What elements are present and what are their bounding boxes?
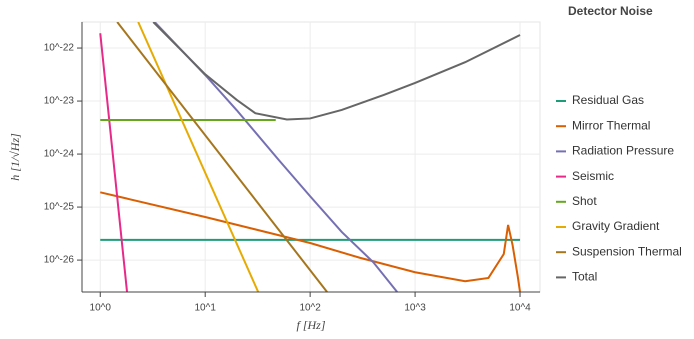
plot-frame bbox=[81, 21, 541, 293]
legend-title: Detector Noise bbox=[568, 4, 653, 18]
legend-label: Suspension Thermal bbox=[572, 244, 682, 258]
y-tick-label: 10^-23 bbox=[44, 96, 75, 107]
x-axis-label: f [Hz] bbox=[296, 318, 325, 332]
lines bbox=[99, 22, 522, 292]
x-tick-label: 10^2 bbox=[299, 303, 321, 314]
grid bbox=[82, 22, 540, 292]
legend-label: Shot bbox=[572, 194, 597, 208]
series-line bbox=[137, 22, 260, 292]
series-line bbox=[153, 22, 398, 292]
y-tick-label: 10^-22 bbox=[44, 43, 75, 54]
legend: Residual Gas Mirror Thermal Radiation Pres… bbox=[556, 93, 682, 284]
legend-label: Total bbox=[572, 270, 597, 284]
x-tick-label: 10^0 bbox=[90, 303, 112, 314]
x-tick-label: 10^3 bbox=[404, 303, 426, 314]
series-line bbox=[116, 22, 328, 292]
series-line bbox=[99, 33, 129, 292]
x-tick-label: 10^4 bbox=[509, 303, 531, 314]
x-tick-label: 10^1 bbox=[195, 303, 217, 314]
legend-label: Radiation Pressure bbox=[572, 144, 674, 158]
y-axis-label: h [1/√Hz] bbox=[8, 133, 22, 181]
legend-label: Seismic bbox=[572, 169, 614, 183]
legend-label: Residual Gas bbox=[572, 93, 644, 107]
legend-label: Gravity Gradient bbox=[572, 219, 660, 233]
series-line bbox=[100, 191, 522, 292]
y-tick-label: 10^-26 bbox=[44, 255, 75, 266]
series-line bbox=[152, 22, 521, 121]
legend-label: Mirror Thermal bbox=[572, 118, 650, 132]
y-tick-label: 10^-24 bbox=[44, 149, 75, 160]
y-tick-label: 10^-25 bbox=[44, 202, 75, 213]
